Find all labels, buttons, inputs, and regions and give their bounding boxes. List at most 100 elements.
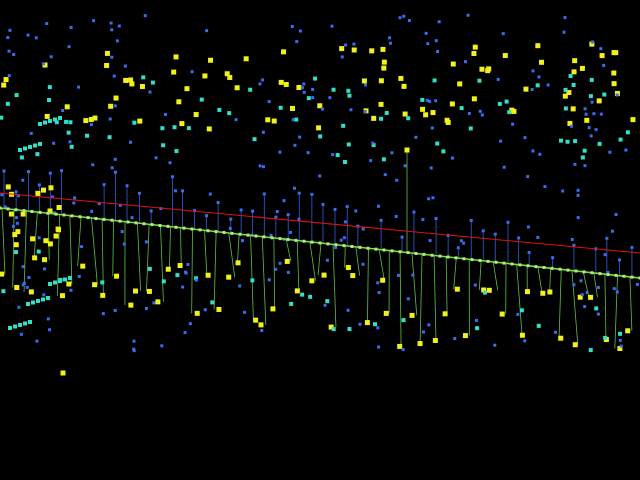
blue-point xyxy=(22,281,26,285)
track-marker xyxy=(214,230,218,234)
track-marker xyxy=(614,273,618,277)
yellow-point xyxy=(226,274,232,280)
blue-point xyxy=(26,170,30,174)
blue-point xyxy=(67,45,71,49)
blue-point xyxy=(481,229,485,233)
cyan-point xyxy=(47,97,52,102)
cyan-point xyxy=(625,130,630,135)
yellow-point xyxy=(524,289,530,295)
track-marker xyxy=(342,244,346,248)
green-drop xyxy=(445,256,448,314)
blue-point xyxy=(587,126,591,130)
yellow-point xyxy=(30,236,36,242)
blue-point xyxy=(122,242,126,246)
blue-point xyxy=(585,291,589,295)
cyan-point xyxy=(482,290,487,295)
cyan-point xyxy=(43,120,47,125)
cyan-point xyxy=(563,106,568,111)
track-marker xyxy=(238,232,242,236)
blue-point xyxy=(612,287,616,291)
blue-point xyxy=(17,194,21,198)
blue-point xyxy=(427,197,431,201)
yellow-point xyxy=(56,205,62,211)
blue-point xyxy=(531,149,535,153)
green-drop xyxy=(250,235,254,321)
yellow-point xyxy=(567,120,573,126)
track-marker xyxy=(198,228,202,232)
blue-point xyxy=(361,227,365,231)
blue-point xyxy=(572,243,576,247)
blue-point xyxy=(159,207,163,211)
blue-point xyxy=(51,195,55,199)
blue-point xyxy=(205,214,209,218)
blue-point xyxy=(328,96,332,100)
blue-point xyxy=(123,64,127,68)
yellow-point xyxy=(535,43,541,49)
blue-point xyxy=(306,151,310,155)
blue-point xyxy=(286,270,290,274)
track-marker xyxy=(14,208,18,212)
blue-point xyxy=(576,216,580,220)
track-marker xyxy=(38,210,42,214)
blue-point xyxy=(427,323,431,327)
blue-point xyxy=(421,330,425,334)
blue-point xyxy=(2,169,6,173)
cyan-point xyxy=(53,117,57,122)
blue-point xyxy=(453,337,457,341)
yellow-point xyxy=(129,81,135,87)
yellow-point xyxy=(502,53,508,59)
blue-point xyxy=(603,253,607,257)
green-drop xyxy=(33,212,38,258)
track-marker xyxy=(494,260,498,264)
yellow-point xyxy=(571,69,577,75)
blue-point xyxy=(25,285,29,289)
cyan-point xyxy=(48,282,52,286)
blue-point xyxy=(407,19,411,23)
blue-point xyxy=(434,39,438,43)
cyan-point xyxy=(217,107,222,112)
cyan-point xyxy=(618,137,623,142)
cyan-point xyxy=(580,155,585,160)
yellow-point xyxy=(42,257,48,263)
green-drop xyxy=(478,260,482,291)
blue-point xyxy=(35,339,39,343)
blue-point xyxy=(496,77,500,81)
blue-point xyxy=(152,301,156,305)
blue-point xyxy=(371,141,375,145)
blue-point xyxy=(274,215,278,219)
cyan-point xyxy=(8,326,12,330)
blue-point xyxy=(331,153,335,157)
track-marker xyxy=(558,267,562,271)
blue-point xyxy=(37,183,41,187)
blue-point xyxy=(278,261,282,265)
blue-point xyxy=(300,86,304,90)
blue-point xyxy=(46,317,50,321)
yellow-point xyxy=(194,310,200,316)
yellow-point xyxy=(611,50,617,56)
green-drop xyxy=(191,229,193,314)
yellow-point xyxy=(208,57,214,63)
blue-point xyxy=(436,50,440,54)
green-drop xyxy=(419,254,423,344)
blue-point xyxy=(143,14,147,18)
yellow-point xyxy=(253,317,259,323)
yellow-point xyxy=(184,86,190,92)
blue-point xyxy=(589,134,593,138)
blue-point xyxy=(7,74,11,78)
cyan-point xyxy=(161,143,166,148)
blue-point xyxy=(594,128,598,132)
blue-point xyxy=(466,13,470,17)
yellow-point xyxy=(479,66,485,72)
blue-point xyxy=(311,88,315,92)
green-drop xyxy=(273,237,276,309)
track-marker xyxy=(110,218,114,222)
blue-point xyxy=(563,16,567,20)
yellow-point xyxy=(345,265,351,271)
blue-point xyxy=(101,312,105,316)
cyan-point xyxy=(602,92,607,97)
blue-point xyxy=(229,217,233,221)
track-marker xyxy=(462,257,466,261)
yellow-point xyxy=(64,104,70,110)
yellow-point xyxy=(397,343,403,349)
